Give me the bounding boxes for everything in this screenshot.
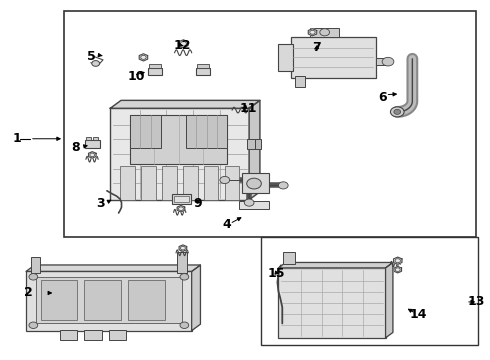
- Circle shape: [395, 268, 400, 271]
- Bar: [109, 329, 126, 339]
- Bar: [162, 166, 176, 200]
- Bar: [174, 196, 189, 202]
- Bar: [64, 12, 476, 237]
- Bar: [130, 116, 227, 164]
- Bar: [255, 139, 261, 149]
- Bar: [41, 280, 77, 320]
- Bar: [295, 76, 305, 87]
- Bar: [31, 257, 40, 273]
- Text: 13: 13: [467, 296, 485, 309]
- Text: 1: 1: [13, 132, 22, 145]
- Circle shape: [320, 29, 330, 36]
- Circle shape: [180, 274, 189, 280]
- Bar: [197, 64, 209, 68]
- Circle shape: [92, 60, 99, 66]
- Bar: [84, 329, 101, 339]
- Text: 7: 7: [313, 41, 321, 54]
- Bar: [183, 166, 197, 200]
- Text: 9: 9: [193, 197, 202, 210]
- Bar: [376, 58, 388, 65]
- Text: 14: 14: [410, 308, 427, 321]
- Bar: [130, 116, 162, 148]
- Bar: [204, 166, 219, 200]
- Polygon shape: [394, 266, 401, 273]
- Bar: [149, 64, 161, 68]
- Polygon shape: [278, 262, 393, 268]
- Polygon shape: [192, 265, 200, 330]
- Bar: [120, 166, 135, 200]
- Circle shape: [178, 207, 183, 211]
- Text: 4: 4: [222, 218, 231, 231]
- Circle shape: [29, 322, 38, 328]
- Circle shape: [180, 322, 189, 328]
- Bar: [196, 68, 210, 75]
- Circle shape: [29, 274, 38, 280]
- Bar: [86, 136, 91, 140]
- Circle shape: [180, 41, 186, 46]
- Polygon shape: [386, 262, 393, 338]
- Circle shape: [382, 57, 394, 66]
- Bar: [291, 37, 376, 78]
- Bar: [278, 268, 386, 338]
- Bar: [85, 140, 99, 148]
- Text: 8: 8: [72, 141, 80, 154]
- Text: 10: 10: [127, 69, 145, 82]
- Circle shape: [180, 246, 185, 250]
- Polygon shape: [26, 265, 200, 271]
- Circle shape: [391, 107, 404, 117]
- Polygon shape: [249, 100, 260, 200]
- Bar: [84, 280, 121, 320]
- Bar: [261, 237, 478, 345]
- Bar: [110, 108, 249, 200]
- Polygon shape: [89, 152, 96, 158]
- Text: 12: 12: [173, 39, 191, 52]
- Text: 15: 15: [268, 267, 285, 280]
- Bar: [128, 280, 165, 320]
- Bar: [278, 44, 293, 71]
- Bar: [172, 194, 191, 204]
- Bar: [141, 166, 156, 200]
- Circle shape: [141, 55, 146, 59]
- Polygon shape: [139, 54, 147, 61]
- Bar: [225, 166, 240, 200]
- Bar: [240, 201, 269, 209]
- Bar: [93, 136, 98, 140]
- Circle shape: [310, 30, 315, 34]
- Text: 3: 3: [96, 197, 104, 210]
- Polygon shape: [393, 257, 402, 264]
- Polygon shape: [110, 100, 260, 108]
- Circle shape: [220, 176, 230, 184]
- Bar: [310, 28, 339, 37]
- Circle shape: [278, 182, 288, 189]
- Text: 6: 6: [378, 91, 387, 104]
- Polygon shape: [308, 29, 317, 36]
- Polygon shape: [179, 40, 188, 48]
- Bar: [60, 329, 77, 339]
- Bar: [26, 271, 192, 330]
- Bar: [283, 252, 295, 264]
- Bar: [186, 116, 227, 148]
- Bar: [242, 173, 269, 193]
- Bar: [36, 277, 182, 323]
- Bar: [177, 252, 187, 273]
- Polygon shape: [177, 206, 185, 212]
- Circle shape: [90, 153, 95, 157]
- Text: 11: 11: [240, 102, 257, 115]
- Circle shape: [247, 178, 261, 189]
- Circle shape: [395, 259, 400, 263]
- Circle shape: [245, 199, 254, 206]
- Text: 2: 2: [24, 287, 33, 300]
- Bar: [247, 139, 255, 149]
- Text: 5: 5: [87, 50, 96, 63]
- Circle shape: [394, 109, 401, 114]
- Bar: [148, 68, 163, 75]
- Polygon shape: [179, 245, 187, 251]
